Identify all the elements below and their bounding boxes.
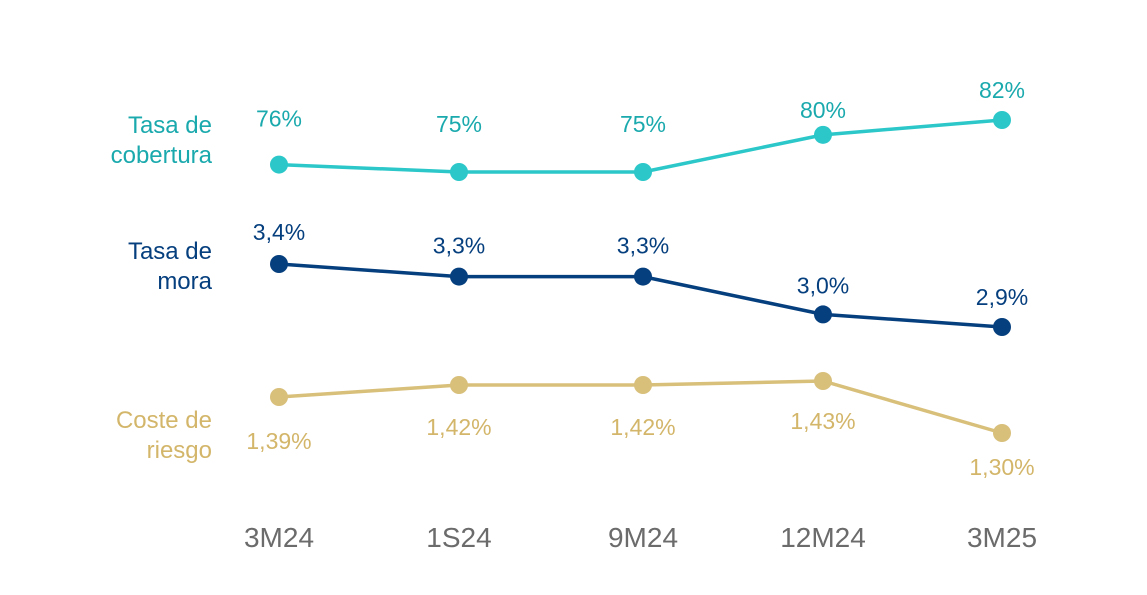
data-label-coste-de-riesgo-4: 1,30% (969, 454, 1034, 480)
data-point-tasa-de-cobertura-0 (270, 155, 288, 174)
data-point-tasa-de-mora-3 (814, 305, 832, 324)
data-label-coste-de-riesgo-1: 1,42% (426, 414, 491, 440)
data-label-tasa-de-cobertura-0: 76% (256, 106, 302, 132)
data-point-coste-de-riesgo-0 (270, 388, 288, 406)
data-label-tasa-de-mora-2: 3,3% (617, 233, 669, 259)
series-name-tasa-de-cobertura-line-0: Tasa de (128, 112, 212, 139)
data-point-tasa-de-cobertura-4 (993, 111, 1011, 129)
data-point-coste-de-riesgo-1 (450, 376, 468, 394)
data-point-tasa-de-cobertura-1 (450, 163, 468, 181)
data-label-tasa-de-cobertura-3: 80% (800, 97, 846, 123)
data-point-tasa-de-mora-0 (270, 255, 288, 273)
data-point-coste-de-riesgo-2 (634, 376, 652, 394)
series-name-tasa-de-cobertura-line-1: cobertura (111, 142, 213, 169)
series-name-tasa-de-mora-line-1: mora (157, 268, 212, 295)
series-name-coste-de-riesgo-line-0: Coste de (116, 407, 212, 434)
data-point-coste-de-riesgo-4 (993, 424, 1011, 442)
data-point-tasa-de-cobertura-3 (814, 125, 832, 144)
data-point-tasa-de-mora-2 (634, 267, 652, 286)
data-label-tasa-de-mora-4: 2,9% (976, 284, 1028, 310)
series-name-tasa-de-mora-line-0: Tasa de (128, 238, 212, 265)
data-label-tasa-de-cobertura-2: 75% (620, 111, 666, 137)
x-tick-label-3: 12M24 (780, 522, 866, 553)
x-tick-label-4: 3M25 (967, 522, 1037, 553)
data-label-tasa-de-mora-0: 3,4% (253, 219, 305, 245)
data-point-coste-de-riesgo-3 (814, 372, 832, 390)
x-tick-label-1: 1S24 (426, 522, 491, 553)
data-label-coste-de-riesgo-0: 1,39% (246, 428, 311, 454)
data-label-tasa-de-cobertura-1: 75% (436, 111, 482, 137)
data-label-coste-de-riesgo-3: 1,43% (790, 408, 855, 434)
x-tick-label-2: 9M24 (608, 522, 678, 553)
data-label-tasa-de-mora-1: 3,3% (433, 233, 485, 259)
x-tick-label-0: 3M24 (244, 522, 314, 553)
data-label-coste-de-riesgo-2: 1,42% (610, 414, 675, 440)
data-label-tasa-de-mora-3: 3,0% (797, 272, 849, 298)
data-point-tasa-de-mora-4 (993, 318, 1011, 336)
data-point-tasa-de-cobertura-2 (634, 163, 652, 181)
data-label-tasa-de-cobertura-4: 82% (979, 77, 1025, 103)
series-name-coste-de-riesgo-line-1: riesgo (147, 437, 212, 464)
data-point-tasa-de-mora-1 (450, 267, 468, 286)
